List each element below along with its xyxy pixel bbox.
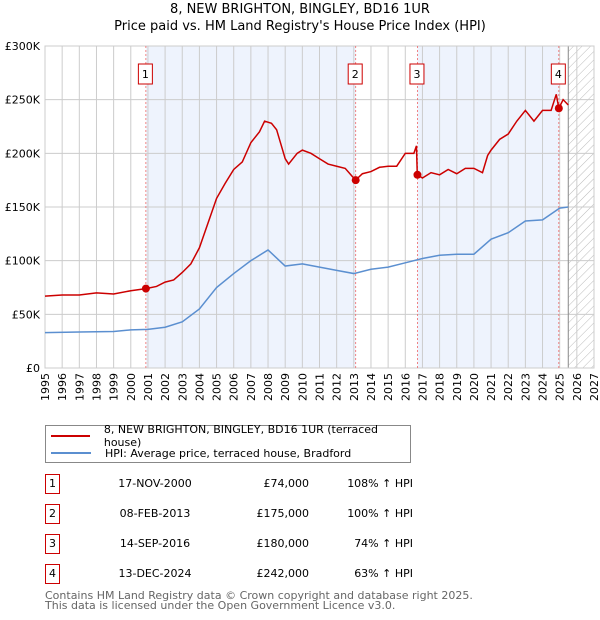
sale-point <box>554 104 563 113</box>
x-tick-label: 2008 <box>262 373 275 401</box>
y-tick-label: £300K <box>5 40 41 53</box>
y-tick-label: £150K <box>5 201 41 214</box>
plot-frame <box>44 45 595 369</box>
legend-swatch <box>51 435 90 437</box>
sale-price: £74,000 <box>263 477 310 490</box>
sale-marker-badge: 4 <box>45 564 60 584</box>
sale-label-box <box>137 63 153 85</box>
footer-line: This data is licensed under the Open Gov… <box>45 599 396 612</box>
x-tick-label: 2019 <box>451 373 464 401</box>
sale-label: 1 <box>142 68 149 81</box>
x-tick-label: 1996 <box>56 373 69 401</box>
sale-point <box>141 284 150 293</box>
x-tick-label: 2009 <box>279 373 292 401</box>
x-tick-label: 2007 <box>245 373 258 401</box>
x-tick-label: 2002 <box>159 373 172 401</box>
x-tick-label: 2020 <box>468 373 481 401</box>
sale-hpi-change: 108% ↑ HPI <box>347 477 413 490</box>
x-tick-label: 2016 <box>399 373 412 401</box>
sale-date: 17-NOV-2000 <box>118 477 192 490</box>
legend-item-hpi: HPI: Average price, terraced house, Brad… <box>46 445 351 461</box>
x-tick-label: 1995 <box>39 373 52 401</box>
series-line <box>44 206 569 334</box>
x-tick-label: 2012 <box>331 373 344 401</box>
x-tick-label: 2022 <box>502 373 515 401</box>
sale-marker-badge: 3 <box>45 534 60 554</box>
sale-marker-badge: 2 <box>45 504 60 524</box>
x-tick-label: 2010 <box>296 373 309 401</box>
y-tick-label: £0 <box>26 362 40 375</box>
sale-hpi-change: 63% ↑ HPI <box>354 567 413 580</box>
sale-label: 3 <box>413 68 420 81</box>
sale-point <box>413 170 422 179</box>
sale-price: £175,000 <box>256 507 310 520</box>
legend-label: HPI: Average price, terraced house, Brad… <box>105 446 352 460</box>
sale-point <box>351 176 360 185</box>
x-tick-label: 2011 <box>314 373 327 401</box>
x-tick-label: 2004 <box>193 373 206 401</box>
legend: 8, NEW BRIGHTON, BINGLEY, BD16 1UR (terr… <box>45 423 411 463</box>
y-tick-label: £200K <box>5 147 41 160</box>
x-tick-label: 1997 <box>73 373 86 401</box>
x-tick-label: 2026 <box>571 373 584 401</box>
sale-row: 4 13-DEC-2024 £242,000 63% ↑ HPI <box>45 564 465 584</box>
x-tick-label: 2017 <box>416 373 429 401</box>
y-tick-label: £250K <box>5 94 41 107</box>
sale-label: 4 <box>555 68 562 81</box>
sale-row: 1 17-NOV-2000 £74,000 108% ↑ HPI <box>45 474 465 494</box>
x-tick-label: 2006 <box>228 373 241 401</box>
x-tick-label: 2027 <box>588 373 600 401</box>
sale-row: 2 08-FEB-2013 £175,000 100% ↑ HPI <box>45 504 465 524</box>
sale-date: 14-SEP-2016 <box>119 537 191 550</box>
sale-label-box <box>550 63 566 85</box>
sale-price: £242,000 <box>256 567 310 580</box>
footer-line: Contains HM Land Registry data © Crown c… <box>45 589 473 602</box>
sale-label-box <box>347 63 363 85</box>
legend-item-property: 8, NEW BRIGHTON, BINGLEY, BD16 1UR (terr… <box>46 423 410 449</box>
x-tick-label: 2005 <box>211 373 224 401</box>
price-chart: 1995 1996 1997 1998 1999 2000 2001 2002 2003 2004… <box>5 40 600 401</box>
x-tick-label: 2001 <box>142 373 155 401</box>
x-tick-label: 1999 <box>108 373 121 401</box>
x-tick-label: 2023 <box>519 373 532 401</box>
y-tick-label: £50K <box>12 308 41 321</box>
x-tick-label: 2000 <box>125 373 138 401</box>
footer: Contains HM Land Registry data © Crown c… <box>45 589 473 612</box>
legend-swatch <box>51 452 91 454</box>
sale-price: £180,000 <box>256 537 310 550</box>
x-tick-label: 1998 <box>90 373 103 401</box>
x-tick-label: 2014 <box>365 373 378 401</box>
sale-label: 2 <box>352 68 359 81</box>
sale-hpi-change: 74% ↑ HPI <box>354 537 413 550</box>
sale-marker-badge: 1 <box>45 474 60 494</box>
x-tick-label: 2021 <box>485 373 498 401</box>
series-line <box>44 94 569 297</box>
x-tick-label: 2018 <box>434 373 447 401</box>
sale-date: 13-DEC-2024 <box>118 567 192 580</box>
x-tick-label: 2025 <box>554 373 567 401</box>
x-tick-label: 2013 <box>348 373 361 401</box>
chart-subtitle: Price paid vs. HM Land Registry's House … <box>114 19 486 34</box>
x-tick-label: 2003 <box>176 373 189 401</box>
y-tick-label: £100K <box>5 255 41 268</box>
chart-title: 8, NEW BRIGHTON, BINGLEY, BD16 1UR <box>170 2 430 17</box>
sale-hpi-change: 100% ↑ HPI <box>347 507 413 520</box>
legend-label: 8, NEW BRIGHTON, BINGLEY, BD16 1UR (terr… <box>103 423 379 449</box>
sale-row: 3 14-SEP-2016 £180,000 74% ↑ HPI <box>45 534 465 554</box>
x-tick-label: 2024 <box>537 373 550 401</box>
sale-label-box <box>409 63 425 85</box>
sale-date: 08-FEB-2013 <box>119 507 191 520</box>
x-tick-label: 2015 <box>382 373 395 401</box>
